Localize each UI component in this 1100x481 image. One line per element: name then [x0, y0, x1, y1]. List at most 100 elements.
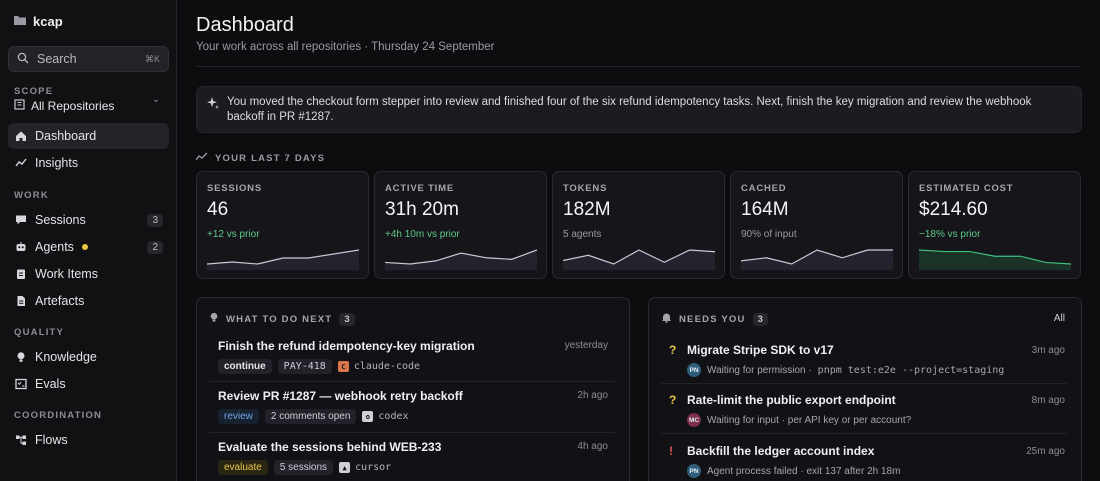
nav-label: Artefacts	[35, 294, 85, 308]
nav-artefacts[interactable]: Artefacts	[8, 288, 169, 314]
app-logo[interactable]: kcap	[13, 14, 63, 29]
activity-icon	[195, 152, 208, 165]
bulb-icon	[209, 312, 219, 326]
stat-label: ACTIVE TIME	[385, 183, 454, 194]
quality-section-label: QUALITY	[14, 327, 65, 338]
coordination-section-label: COORDINATION	[14, 410, 103, 421]
needs-time: 3m ago	[1031, 345, 1065, 356]
search-input[interactable]: Search ⌘K	[8, 46, 169, 72]
nav-label: Flows	[35, 433, 68, 447]
sparkline-line	[385, 249, 537, 265]
stat-sub: 5 agents	[563, 229, 602, 240]
cached-sparkline	[741, 249, 893, 270]
row-divider	[209, 381, 615, 382]
question-icon: ?	[669, 393, 677, 407]
needs-command: pnpm test:e2e --project=staging	[817, 364, 1005, 376]
needs-meta: Agent process failed · exit 137 after 2h…	[707, 465, 901, 477]
bot-icon	[14, 241, 27, 254]
sparkle-icon	[206, 96, 220, 115]
nav-insights[interactable]: Insights	[8, 150, 169, 176]
nav-flows[interactable]: Flows	[8, 427, 169, 453]
search-icon	[17, 52, 29, 67]
action-tag[interactable]: evaluate	[218, 460, 268, 475]
sidebar: kcap Search ⌘K SCOPE All Repositories ⌄ …	[0, 0, 177, 481]
sparkline-line	[563, 249, 715, 265]
chevron-down-icon[interactable]: ⌄	[152, 94, 161, 105]
ref-tag[interactable]: 2 comments open	[264, 409, 357, 424]
page-subtitle: Your work across all repositories · Thur…	[196, 41, 495, 53]
stat-value: 46	[207, 199, 229, 220]
nav-sessions[interactable]: Sessions 3	[8, 207, 169, 233]
action-tag[interactable]: review	[218, 409, 259, 424]
sparkline-line	[207, 249, 359, 265]
todo-header: WHAT TO DO NEXT 3	[209, 312, 355, 326]
sessions-count: 3	[147, 213, 163, 227]
needs-time: 25m ago	[1026, 446, 1065, 457]
view-all-link[interactable]: All	[1053, 313, 1065, 324]
folder-icon	[13, 14, 27, 29]
todo-time: yesterday	[564, 340, 608, 351]
row-divider	[661, 433, 1067, 434]
needs-meta: Waiting for permission ·	[707, 364, 812, 376]
todo-title: Evaluate the sessions behind WEB-233	[218, 440, 442, 454]
sessions-sparkline	[207, 249, 359, 270]
agent-name: claude-code	[353, 361, 421, 372]
stat-card-sessions[interactable]: SESSIONS 46 +12 vs prior	[196, 171, 369, 279]
nav-label: Insights	[35, 156, 79, 170]
ref-tag[interactable]: PAY-418	[277, 359, 332, 374]
row-divider	[661, 383, 1067, 384]
sparkline-line	[919, 249, 1071, 265]
nav-label: Dashboard	[35, 129, 97, 143]
bell-icon	[661, 312, 672, 326]
todo-panel: WHAT TO DO NEXT 3 Finish the refund idem…	[196, 297, 630, 481]
stat-value: $214.60	[919, 199, 988, 220]
checklist-icon	[14, 378, 27, 391]
nav-dashboard[interactable]: Dashboard	[8, 123, 169, 149]
agent-chip: o codex	[362, 411, 409, 422]
stat-card-active-time[interactable]: ACTIVE TIME 31h 20m +4h 10m vs prior	[374, 171, 547, 279]
needs-panel: NEEDS YOU 3 All ? Migrate Stripe SDK to …	[648, 297, 1082, 481]
nav-work-items[interactable]: Work Items	[8, 261, 169, 287]
agent-name: cursor	[355, 462, 392, 473]
stat-delta: −18% vs prior	[919, 229, 981, 240]
row-divider	[209, 432, 615, 433]
question-icon: ?	[669, 343, 677, 357]
trend-icon	[14, 157, 27, 170]
agent-name: codex	[378, 411, 409, 422]
search-shortcut: ⌘K	[144, 53, 160, 64]
stat-card-tokens[interactable]: TOKENS 182M 5 agents	[552, 171, 725, 279]
sparkline-line	[741, 249, 893, 265]
ref-tag[interactable]: 5 sessions	[273, 460, 334, 475]
needs-meta: Waiting for input · per API key or per a…	[707, 414, 912, 426]
todo-title: Finish the refund idempotency-key migrat…	[218, 339, 475, 353]
scope-selector[interactable]: All Repositories	[14, 99, 114, 113]
needs-title: Migrate Stripe SDK to v17	[687, 343, 834, 357]
agent-chip: ▲ cursor	[339, 462, 391, 473]
todo-label: WHAT TO DO NEXT	[226, 313, 333, 325]
avatar: PN	[687, 464, 701, 478]
claude-icon: C	[337, 361, 349, 372]
stat-delta: +4h 10m vs prior	[385, 229, 460, 240]
needs-title: Rate-limit the public export endpoint	[687, 393, 896, 407]
clipboard-icon	[14, 268, 27, 281]
nav-label: Evals	[35, 377, 66, 391]
agents-count: 2	[147, 240, 163, 254]
work-section-label: WORK	[14, 190, 49, 201]
nav-evals[interactable]: Evals	[8, 371, 169, 397]
stat-value: 164M	[741, 199, 789, 220]
action-tag[interactable]: continue	[218, 359, 272, 374]
nav-label: Knowledge	[35, 350, 97, 364]
stat-value: 31h 20m	[385, 199, 459, 220]
nav-label: Work Items	[35, 267, 98, 281]
stat-card-estimated-cost[interactable]: ESTIMATED COST $214.60 −18% vs prior	[908, 171, 1081, 279]
todo-count: 3	[339, 312, 355, 326]
nav-agents[interactable]: Agents 2	[8, 234, 169, 260]
nav-knowledge[interactable]: Knowledge	[8, 344, 169, 370]
stat-label: SESSIONS	[207, 183, 262, 194]
scope-value: All Repositories	[31, 99, 115, 113]
stat-value: 182M	[563, 199, 611, 220]
tokens-sparkline	[563, 249, 715, 270]
file-icon	[14, 295, 27, 308]
stat-card-cached[interactable]: CACHED 164M 90% of input	[730, 171, 903, 279]
needs-label: NEEDS YOU	[679, 313, 746, 325]
